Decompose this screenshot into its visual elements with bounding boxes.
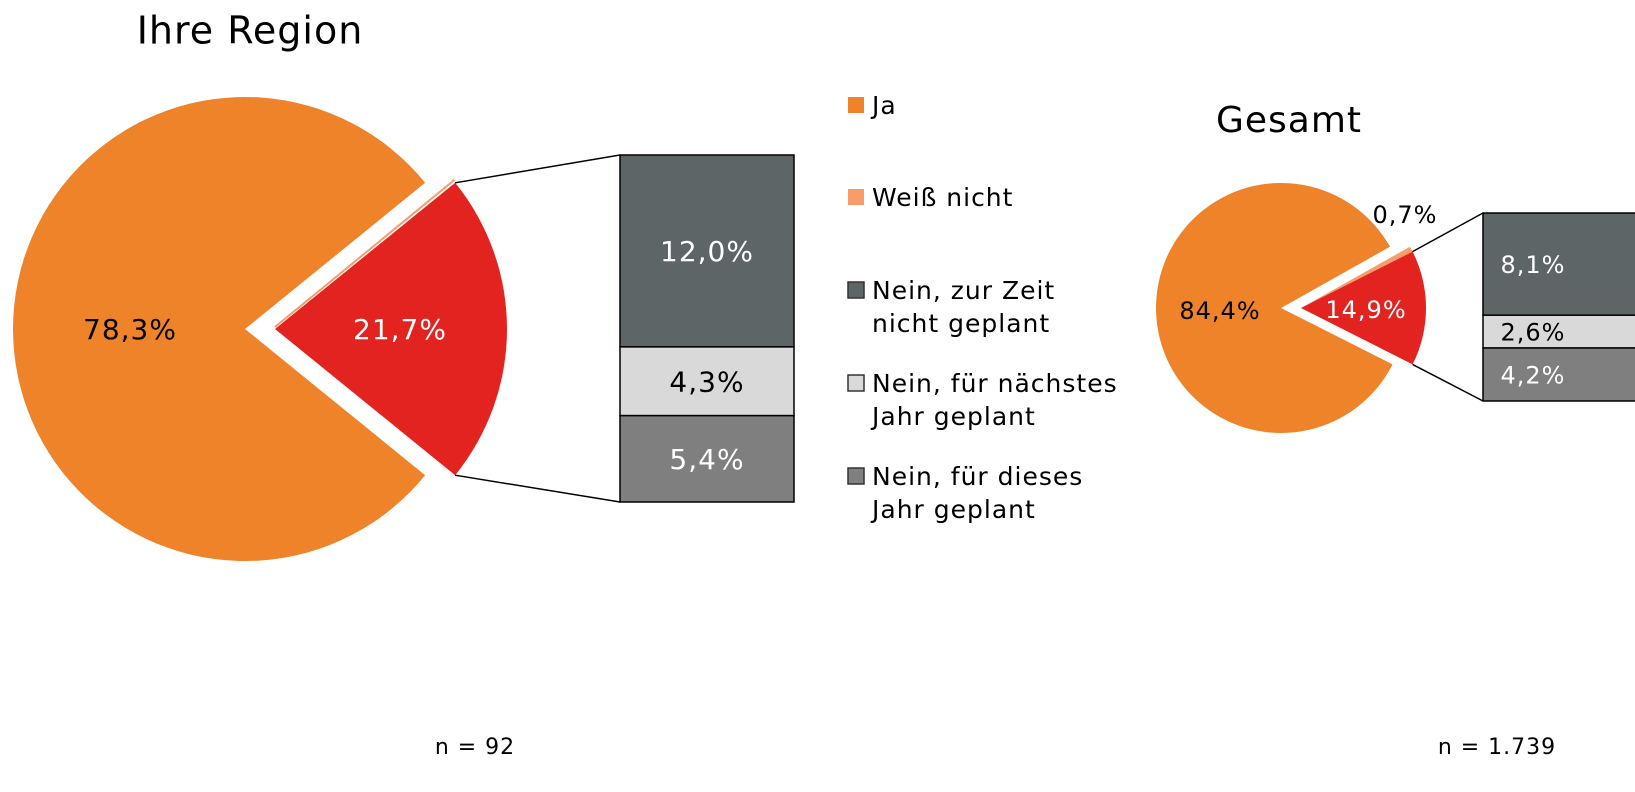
legend-label: Nein, für nächstes — [872, 369, 1118, 398]
pie-slice — [1301, 251, 1427, 365]
legend-label: Ja — [870, 91, 897, 120]
bar-segment — [619, 414, 795, 503]
sample-size: n = 92 — [435, 735, 515, 760]
bar-segment — [1482, 314, 1635, 349]
pie-label: 84,4% — [1179, 297, 1260, 325]
legend-label: Weiß nicht — [872, 183, 1013, 212]
legend-swatch — [847, 467, 865, 485]
pie-slice — [1301, 246, 1413, 308]
pie-label: 78,3% — [83, 313, 177, 346]
bar-segment — [619, 346, 795, 417]
legend-swatch — [847, 281, 865, 299]
bar-label: 12,0% — [660, 235, 754, 268]
bar-label: 2,6% — [1501, 319, 1566, 347]
chart-title: Gesamt — [1216, 100, 1362, 141]
connector — [455, 154, 621, 184]
pie-label: 0,7% — [1373, 201, 1438, 229]
connector — [1412, 212, 1484, 253]
legend-swatch — [848, 189, 864, 205]
legend-label: Jahr geplant — [870, 495, 1036, 524]
legend-label: nicht geplant — [872, 309, 1050, 338]
bar-segment — [1482, 212, 1635, 316]
bar-label: 8,1% — [1501, 251, 1566, 279]
bar-segment — [1482, 347, 1635, 402]
bar-label: 4,2% — [1501, 362, 1566, 390]
bar-label: 4,3% — [669, 365, 744, 398]
bar-segment — [619, 154, 795, 348]
legend-label: Jahr geplant — [870, 402, 1036, 431]
pie-label: 14,9% — [1325, 296, 1406, 324]
bar-label: 5,4% — [669, 443, 744, 476]
pie-label: 21,7% — [353, 313, 447, 346]
connector — [1412, 363, 1484, 402]
legend-label: Nein, für dieses — [872, 462, 1083, 491]
legend-label: Nein, zur Zeit — [872, 276, 1055, 305]
connector — [455, 474, 621, 503]
chart-title: Ihre Region — [137, 9, 364, 53]
legend-swatch — [848, 97, 864, 113]
pie-slice — [12, 96, 426, 561]
legend-swatch — [847, 374, 865, 392]
pie-slice — [274, 179, 456, 328]
pie-slice — [1156, 183, 1393, 434]
pie-slice — [275, 182, 507, 476]
sample-size: n = 1.739 — [1438, 735, 1556, 760]
